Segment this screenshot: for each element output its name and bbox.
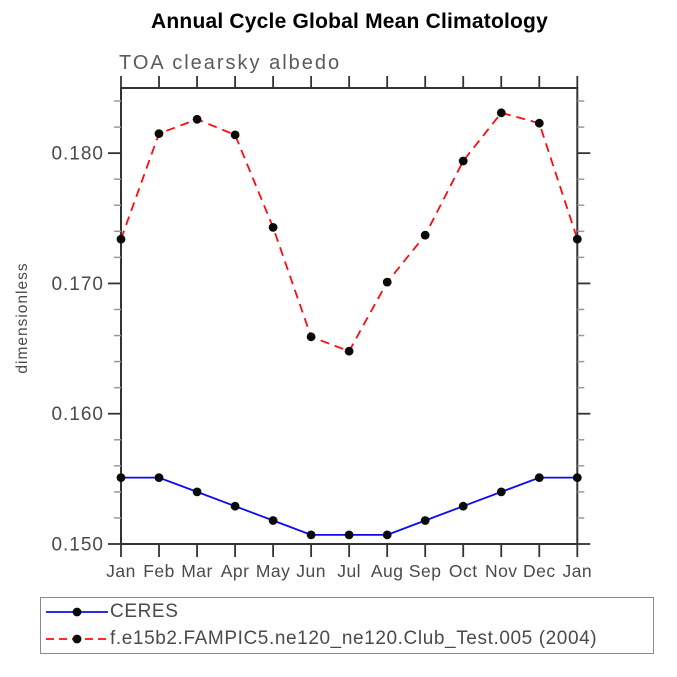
x-tick-label: Feb <box>143 561 175 581</box>
model-marker <box>116 234 126 244</box>
legend-label-ceres: CERES <box>110 601 179 622</box>
model-marker <box>458 156 468 166</box>
plot-frame <box>120 87 579 545</box>
model-marker <box>192 114 202 124</box>
ceres-marker <box>154 473 164 482</box>
model-marker <box>344 346 354 356</box>
x-tick-label: Nov <box>485 561 518 581</box>
ceres-marker <box>382 530 392 540</box>
ceres-marker <box>116 473 126 482</box>
ceres-line-swatch <box>46 607 108 617</box>
ceres-marker <box>344 530 354 540</box>
y-axis-label: dimensionless <box>14 262 31 373</box>
ceres-marker <box>192 487 202 497</box>
legend-item-ceres: CERES <box>44 599 653 625</box>
model-marker <box>230 130 240 140</box>
model-marker <box>534 118 544 128</box>
model-marker <box>306 332 316 342</box>
model-marker <box>382 277 392 287</box>
x-tick-label: Dec <box>523 561 556 581</box>
y-tick-label: 0.160 <box>51 404 104 425</box>
x-tick-label: May <box>256 561 291 581</box>
x-tick-label: Jan <box>106 561 136 581</box>
ceres-marker <box>420 516 430 525</box>
model-marker <box>420 230 430 240</box>
x-tick-label: Aug <box>371 561 404 581</box>
model-marker <box>154 129 164 139</box>
ceres-marker <box>230 501 240 511</box>
x-tick-label: Jun <box>296 561 326 581</box>
ceres-marker <box>306 530 316 540</box>
x-tick-label: Oct <box>449 561 478 581</box>
legend-item-model: f.e15b2.FAMPIC5.ne120_ne120.Club_Test.00… <box>44 626 653 652</box>
legend-box: CERES f.e15b2.FAMPIC5.ne120_ne120.Club_T… <box>40 597 654 654</box>
ceres-line <box>121 476 578 536</box>
ceres-marker <box>572 473 582 482</box>
y-tick-label: 0.150 <box>51 535 104 556</box>
chart-title: Annual Cycle Global Mean Climatology <box>151 10 548 33</box>
model-line <box>120 111 579 353</box>
ceres-marker <box>458 501 468 511</box>
x-tick-label: Mar <box>181 561 213 581</box>
ceres-marker <box>534 473 544 482</box>
chart-subtitle: TOA clearsky albedo <box>119 52 342 74</box>
legend-label-model: f.e15b2.FAMPIC5.ne120_ne120.Club_Test.00… <box>110 628 598 649</box>
x-tick-label: Apr <box>221 561 250 581</box>
ceres-marker <box>496 487 506 497</box>
model-marker <box>572 234 582 244</box>
model-line-swatch <box>46 634 108 644</box>
y-tick-label: 0.170 <box>51 274 104 295</box>
x-tick-label: Jul <box>337 561 361 581</box>
model-marker <box>496 108 506 118</box>
x-tick-label: Sep <box>409 561 442 581</box>
x-tick-label: Jan <box>562 561 592 581</box>
y-tick-label: 0.180 <box>51 144 104 165</box>
model-marker <box>268 223 278 232</box>
ceres-marker <box>268 516 278 525</box>
